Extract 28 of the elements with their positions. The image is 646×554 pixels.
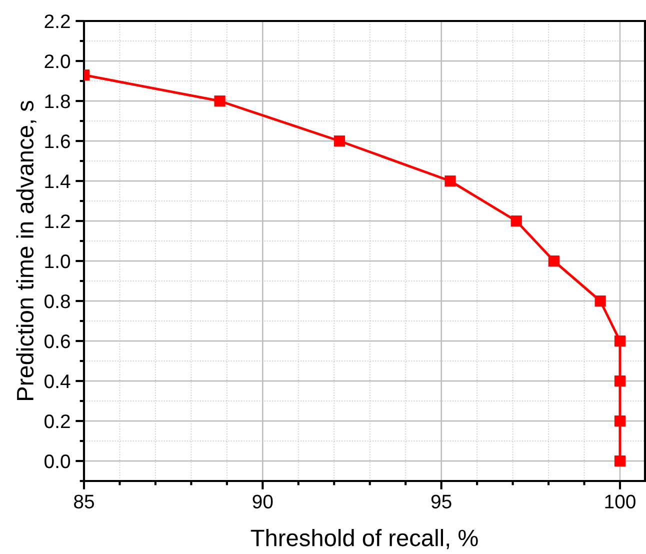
y-tick-label: 0.4 <box>44 374 70 388</box>
point <box>214 95 226 107</box>
point <box>614 415 626 427</box>
y-tick-label: 0.0 <box>44 454 70 468</box>
point <box>614 335 626 347</box>
point <box>594 295 606 307</box>
y-tick-label: 1.2 <box>45 214 70 228</box>
point <box>444 175 456 187</box>
point <box>614 455 626 467</box>
y-tick-label: 1.6 <box>45 134 70 148</box>
point <box>510 215 522 227</box>
x-tick-label: 100 <box>605 494 636 508</box>
y-tick-label: 2.0 <box>44 54 70 68</box>
y-tick-label: 0.6 <box>44 334 70 348</box>
x-tick-label: 85 <box>74 494 94 508</box>
x-tick-label: 90 <box>252 494 273 508</box>
point <box>614 375 626 387</box>
y-tick-label: 1.4 <box>45 174 70 188</box>
y-tick-label: 0.2 <box>44 414 70 428</box>
y-tick-label: 2.2 <box>44 14 70 28</box>
y-tick-label: 0.8 <box>44 294 70 308</box>
point <box>334 135 346 147</box>
point <box>548 255 560 267</box>
y-tick-label: 1.0 <box>45 254 70 268</box>
y-tick-label: 1.8 <box>45 94 70 108</box>
x-axis-title: Threshold of recall, % <box>250 528 478 550</box>
y-axis-title: Prediction time in advance, s <box>16 100 36 400</box>
x-tick-label: 95 <box>431 494 452 508</box>
